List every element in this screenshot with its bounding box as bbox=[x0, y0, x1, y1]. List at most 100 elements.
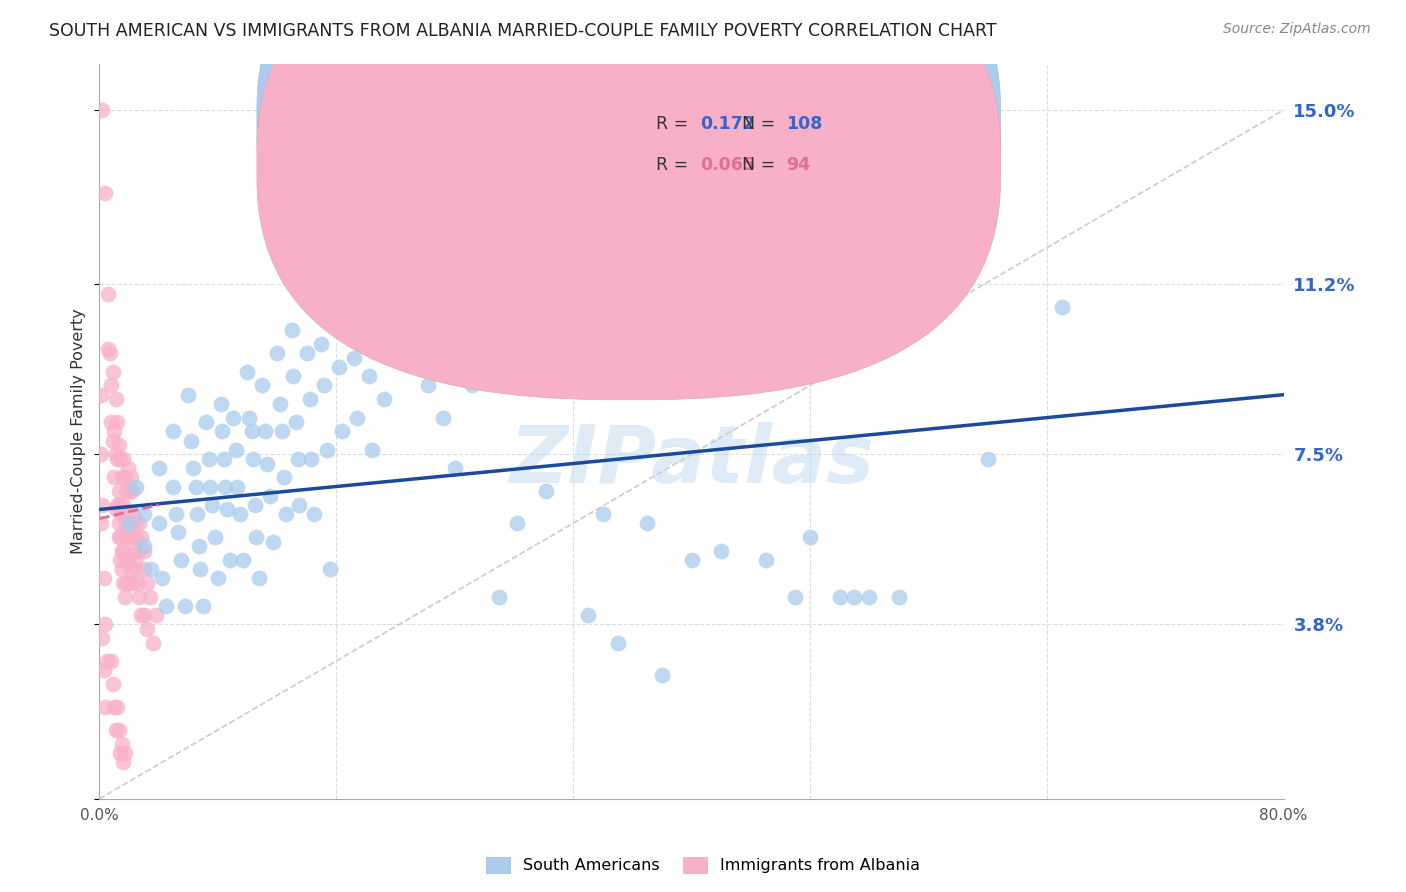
Point bbox=[432, 410, 454, 425]
Point bbox=[121, 484, 143, 499]
Point bbox=[198, 452, 221, 467]
Point bbox=[148, 516, 170, 531]
Point bbox=[287, 452, 309, 467]
Point bbox=[105, 700, 128, 714]
Point bbox=[118, 484, 141, 499]
Point bbox=[91, 631, 114, 645]
Point bbox=[488, 590, 510, 604]
Point bbox=[107, 530, 129, 544]
Point bbox=[357, 369, 380, 384]
Point bbox=[373, 392, 395, 407]
Point bbox=[114, 470, 136, 484]
Point bbox=[186, 507, 208, 521]
Point bbox=[100, 415, 122, 429]
Point bbox=[325, 314, 347, 328]
Point bbox=[114, 516, 136, 531]
Point bbox=[269, 397, 291, 411]
Point bbox=[754, 553, 776, 567]
Point bbox=[91, 103, 114, 117]
Point bbox=[606, 635, 628, 649]
Point bbox=[111, 543, 134, 558]
Point bbox=[93, 571, 115, 585]
Point bbox=[503, 130, 526, 145]
Point bbox=[218, 553, 240, 567]
Point bbox=[503, 43, 526, 57]
Point bbox=[416, 378, 439, 392]
Point bbox=[118, 530, 141, 544]
Point bbox=[125, 562, 148, 576]
Point bbox=[314, 378, 336, 392]
Point bbox=[232, 553, 254, 567]
Point bbox=[120, 516, 142, 531]
Point bbox=[94, 617, 117, 632]
Point bbox=[165, 507, 187, 521]
Point bbox=[283, 369, 305, 384]
Point bbox=[129, 608, 152, 623]
Point bbox=[562, 378, 585, 392]
Point bbox=[343, 351, 366, 365]
Point bbox=[132, 539, 155, 553]
Point bbox=[107, 484, 129, 499]
Point bbox=[200, 479, 222, 493]
Point bbox=[472, 346, 495, 360]
Point bbox=[105, 452, 128, 467]
Point bbox=[636, 516, 658, 531]
Point bbox=[225, 442, 247, 457]
Point bbox=[887, 590, 910, 604]
Point bbox=[247, 571, 270, 585]
Point bbox=[112, 498, 135, 512]
Point bbox=[181, 461, 204, 475]
Point bbox=[785, 590, 807, 604]
Point bbox=[209, 397, 232, 411]
Point bbox=[141, 562, 163, 576]
Text: 0.065: 0.065 bbox=[700, 156, 755, 174]
Point bbox=[266, 346, 288, 360]
Point bbox=[97, 342, 120, 356]
Text: N =: N = bbox=[742, 115, 782, 133]
Point bbox=[135, 576, 157, 591]
Point bbox=[111, 562, 134, 576]
Point bbox=[295, 346, 318, 360]
Legend: South Americans, Immigrants from Albania: South Americans, Immigrants from Albania bbox=[479, 850, 927, 880]
Point bbox=[121, 530, 143, 544]
Point bbox=[101, 365, 124, 379]
Point bbox=[94, 700, 117, 714]
Point bbox=[111, 507, 134, 521]
Point bbox=[311, 337, 333, 351]
Point bbox=[858, 590, 880, 604]
Point bbox=[187, 539, 209, 553]
Point bbox=[101, 434, 124, 448]
Point bbox=[114, 553, 136, 567]
Point bbox=[148, 461, 170, 475]
Point bbox=[298, 392, 321, 407]
Point bbox=[354, 301, 377, 315]
Text: 108: 108 bbox=[786, 115, 823, 133]
Point bbox=[177, 387, 200, 401]
FancyBboxPatch shape bbox=[257, 0, 1001, 359]
Point bbox=[281, 323, 304, 337]
Point bbox=[107, 516, 129, 531]
Point bbox=[274, 507, 297, 521]
Point bbox=[184, 479, 207, 493]
Point bbox=[132, 543, 155, 558]
Point bbox=[104, 723, 127, 737]
Point bbox=[384, 277, 406, 292]
FancyBboxPatch shape bbox=[596, 94, 863, 196]
Point bbox=[108, 452, 131, 467]
Point bbox=[150, 571, 173, 585]
Point bbox=[236, 365, 259, 379]
Point bbox=[229, 507, 252, 521]
Point bbox=[91, 498, 114, 512]
Point bbox=[112, 755, 135, 769]
Point bbox=[111, 737, 134, 751]
Point bbox=[100, 654, 122, 668]
Point bbox=[114, 590, 136, 604]
Point bbox=[162, 425, 184, 439]
Point bbox=[195, 415, 218, 429]
Point bbox=[399, 323, 422, 337]
Point bbox=[107, 438, 129, 452]
Point bbox=[104, 447, 127, 461]
Point bbox=[592, 507, 614, 521]
Point bbox=[103, 470, 125, 484]
Point bbox=[299, 452, 322, 467]
